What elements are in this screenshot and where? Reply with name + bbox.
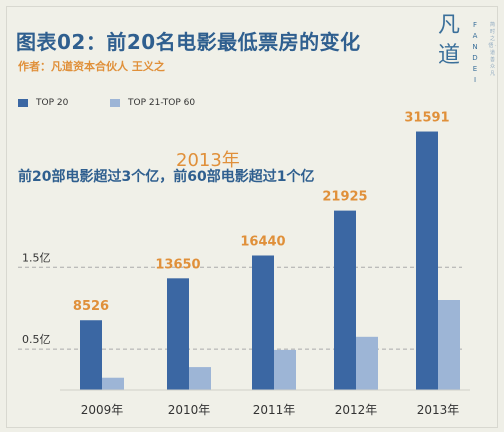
- legend-item-top21-60: TOP 21-TOP 60: [110, 98, 195, 108]
- bar-top21-60-4: [438, 300, 460, 390]
- x-tick-label-3: 2012年: [335, 403, 378, 417]
- legend-item-top20: TOP 20: [18, 98, 68, 108]
- x-tick-label-4: 2013年: [417, 403, 460, 417]
- bar-top20-0: [80, 320, 102, 390]
- legend-swatch-top20: [18, 99, 28, 107]
- bar-top21-60-3: [356, 336, 378, 390]
- author-line: 作者：凡道资本合伙人 王义之: [18, 60, 165, 73]
- value-label-2: 16440: [240, 234, 285, 249]
- chart-title: 图表02：前20名电影最低票房的变化: [16, 30, 361, 54]
- value-label-1: 13650: [155, 257, 200, 272]
- bar-top21-60-1: [189, 367, 211, 390]
- chart-headline: 前20部电影超过3个亿，前60部电影超过1个亿: [18, 169, 315, 185]
- value-label-4: 31591: [404, 111, 449, 126]
- reference-label-0: 1.5亿: [22, 251, 51, 264]
- x-tick-label-0: 2009年: [81, 403, 124, 417]
- legend-label-top20: TOP 20: [36, 98, 69, 108]
- highlight-year: 2013年: [176, 150, 240, 171]
- logo-char-bottom: 道: [438, 43, 461, 68]
- logo-char-top: 凡: [438, 13, 461, 38]
- bar-top21-60-2: [274, 349, 296, 390]
- bar-top20-3: [334, 210, 356, 390]
- bar-top21-60-0: [102, 377, 124, 390]
- bar-top20-4: [416, 131, 438, 390]
- x-tick-label-1: 2010年: [168, 403, 211, 417]
- value-label-3: 21925: [322, 190, 367, 205]
- reference-label-1: 0.5亿: [22, 333, 51, 346]
- legend-label-top21-60: TOP 21-TOP 60: [128, 98, 196, 108]
- bar-top20-1: [167, 278, 189, 390]
- legend-swatch-top21-60: [110, 99, 120, 107]
- value-label-0: 8526: [73, 299, 109, 314]
- x-tick-label-2: 2011年: [253, 403, 296, 417]
- bar-top20-2: [252, 255, 274, 390]
- logo-tagline: 简时之悟 · 道善众凡: [488, 22, 497, 77]
